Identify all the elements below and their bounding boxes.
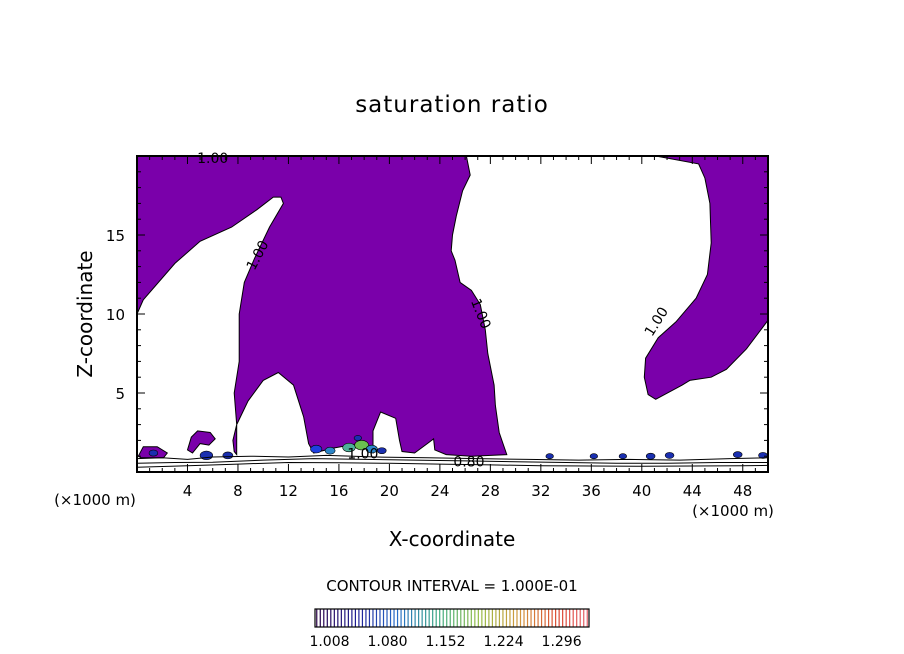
cell-7 <box>377 447 387 455</box>
region-right-cloud <box>643 156 768 400</box>
cell-11 <box>618 453 627 460</box>
cell-6 <box>365 444 378 454</box>
x-tick-label-36: 36 <box>582 482 601 500</box>
axis-ticks <box>136 155 769 473</box>
surface-line-1 <box>137 461 768 468</box>
cell-1 <box>222 451 234 460</box>
cell-14 <box>732 451 743 458</box>
x-unit-right: (×1000 m) <box>692 502 774 520</box>
colorbar-label-1: 1.080 <box>367 634 407 650</box>
x-tick-labels: 4 8 12 16 20 24 28 32 36 40 44 48 <box>183 482 753 500</box>
colorbar-label-4: 1.296 <box>542 634 582 650</box>
region-left-blob <box>186 430 216 454</box>
colorbar-labels: 1.008 1.080 1.152 1.224 1.296 <box>309 634 581 650</box>
x-tick-label-40: 40 <box>632 482 651 500</box>
x-tick-label-20: 20 <box>380 482 399 500</box>
x-tick-label-28: 28 <box>481 482 500 500</box>
colorbar-label-3: 1.224 <box>484 634 524 650</box>
cell-12 <box>645 452 656 460</box>
cell-3 <box>324 446 336 455</box>
colorbar-frame <box>314 608 590 628</box>
x-tick-label-4: 4 <box>183 482 193 500</box>
contour-interval: CONTOUR INTERVAL = 1.000E-01 <box>326 577 577 595</box>
cell-9 <box>545 453 554 460</box>
chart-title: saturation ratio <box>355 92 549 118</box>
x-tick-label-12: 12 <box>279 482 298 500</box>
x-tick-label-44: 44 <box>683 482 702 500</box>
y-tick-labels: 5 10 15 <box>106 227 125 403</box>
x-unit-left: (×1000 m) <box>54 491 136 509</box>
cell-13 <box>664 452 675 459</box>
cell-2 <box>310 444 323 454</box>
surface-contours <box>137 454 768 468</box>
colorbar-ticks <box>316 609 588 627</box>
cell-5 <box>354 440 369 451</box>
region-main-cloud <box>137 156 508 457</box>
y-tick-label-15: 15 <box>106 227 125 245</box>
cell-8 <box>353 435 362 441</box>
contour-label-5: 0.80 <box>453 455 484 471</box>
saturation-fill-regions <box>137 156 768 459</box>
y-tick-label-5: 5 <box>115 385 125 403</box>
cell-16 <box>148 449 159 457</box>
x-tick-label-8: 8 <box>233 482 243 500</box>
x-axis-label: X-coordinate <box>389 527 516 551</box>
surface-line-0 <box>137 458 768 464</box>
cell-10 <box>589 453 598 460</box>
y-tick-label-10: 10 <box>106 306 125 324</box>
colorbar-label-2: 1.152 <box>426 634 466 650</box>
colorbar: 1.008 1.080 1.152 1.224 1.296 <box>309 608 590 650</box>
x-tick-label-32: 32 <box>531 482 550 500</box>
x-tick-label-24: 24 <box>430 482 449 500</box>
y-axis-label: Z-coordinate <box>73 250 97 377</box>
plot-area: 1.001.001.00 1.001.00 0.80 4 8 12 16 20 24 28 32 3… <box>106 151 769 500</box>
x-tick-label-16: 16 <box>329 482 348 500</box>
colorbar-label-0: 1.008 <box>309 634 349 650</box>
contour-label-4: 1.00 <box>347 447 378 463</box>
x-tick-label-48: 48 <box>733 482 752 500</box>
saturation-small-cells <box>148 435 768 461</box>
surface-line-2 <box>137 454 768 461</box>
